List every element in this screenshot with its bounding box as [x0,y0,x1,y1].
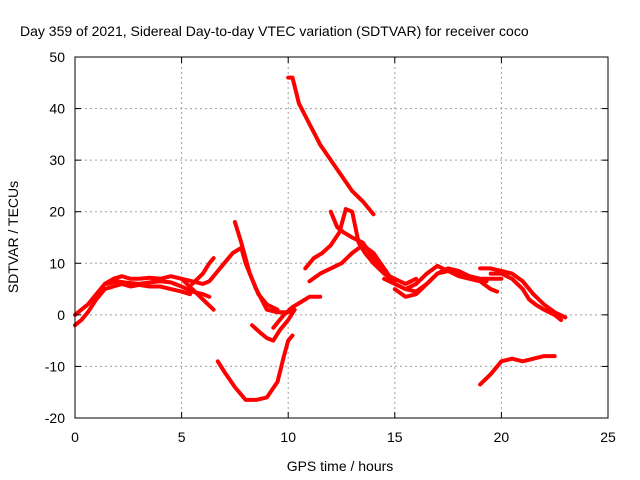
x-tick-label: 10 [280,429,296,445]
x-tick-label: 25 [600,429,616,445]
x-axis-label: GPS time / hours [287,458,394,474]
axis-ticks: 0 5 10 15 20 25 -20 -10 0 10 20 30 40 50 [45,49,616,445]
y-axis-label: SDTVAR / TECUs [5,181,21,293]
series-line-arc-17 [478,266,568,320]
y-tick-label: 0 [57,307,65,323]
series-line-arc-19 [478,354,557,387]
x-tick-label: 0 [71,429,79,445]
series-line-arc-13 [328,209,397,284]
series-line-arc-4 [179,245,297,315]
y-tick-label: 10 [49,255,65,271]
x-tick-label: 20 [494,429,510,445]
series-line-arc-9 [271,294,323,330]
series-line-arc-6 [232,220,280,312]
y-tick-label: 50 [49,49,65,65]
plot-frame [74,56,609,419]
y-tick-label: 30 [49,152,65,168]
series-line-arc-5 [190,256,216,286]
series-line-arc-8 [250,307,297,343]
series-line-arc-3 [105,279,212,299]
chart-title: Day 359 of 2021, Sidereal Day-to-day VTE… [20,23,529,39]
series-line-arc-18 [488,271,564,322]
y-tick-label: 40 [49,101,65,117]
x-tick-label: 5 [178,429,186,445]
y-tick-label: 20 [49,204,65,220]
y-tick-label: -20 [45,410,65,426]
series-line-arc-1 [73,281,193,328]
x-tick-label: 15 [387,429,403,445]
series-line-arc-7 [215,333,295,402]
y-tick-label: -10 [45,358,65,374]
series-line-arc-2 [73,274,216,317]
plot-area [73,75,568,402]
series-line-arc-10 [286,75,376,217]
series-line-arc-16 [414,263,500,294]
series-line-arc-15 [392,266,489,299]
